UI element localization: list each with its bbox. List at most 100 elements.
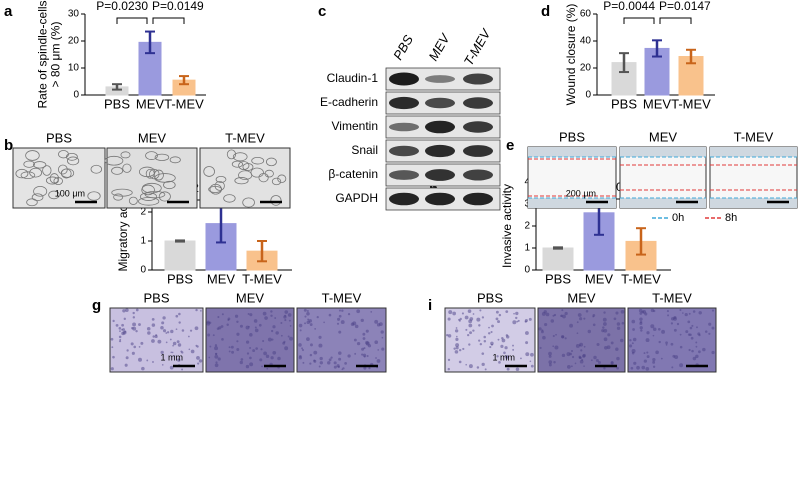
- stain-dot: [538, 327, 542, 331]
- stain-dot: [711, 309, 715, 312]
- blot-band: [463, 73, 493, 85]
- p-value: P=0.0147: [659, 0, 711, 13]
- stain-dot: [639, 317, 643, 321]
- stain-dot: [362, 332, 366, 336]
- stain-dot: [529, 360, 532, 363]
- image-label: MEV: [567, 290, 596, 305]
- stain-dot: [524, 319, 528, 323]
- stain-dot: [171, 351, 174, 354]
- stain-dot: [673, 328, 677, 332]
- stain-dot: [695, 354, 699, 359]
- stain-dot: [146, 326, 151, 331]
- stain-dot: [272, 350, 277, 355]
- stain-dot: [338, 351, 342, 355]
- stain-dot: [530, 364, 534, 368]
- stain-dot: [661, 329, 666, 334]
- cell: [45, 176, 59, 185]
- cell: [231, 160, 243, 168]
- cell: [60, 168, 75, 178]
- stain-dot: [151, 339, 155, 343]
- stain-dot: [282, 341, 286, 345]
- stain-dot: [175, 314, 179, 318]
- stain-dot: [679, 363, 684, 368]
- stain-dot: [363, 355, 366, 358]
- stain-dot: [361, 353, 364, 356]
- stain-dot: [491, 343, 493, 346]
- micrograph: [205, 307, 295, 373]
- stain-dot: [560, 314, 564, 318]
- stain-dot: [655, 350, 659, 355]
- y-axis-label: > 80 μm (%): [49, 22, 63, 88]
- stain-dot: [597, 360, 601, 364]
- cell: [145, 151, 158, 160]
- stain-dot: [691, 324, 694, 327]
- stain-dot: [666, 310, 669, 313]
- stain-dot: [280, 334, 283, 337]
- stain-dot: [645, 338, 650, 343]
- lane-label: PBS: [390, 32, 416, 62]
- stain-dot: [124, 363, 128, 367]
- stain-dot: [569, 323, 574, 328]
- cell: [48, 190, 60, 200]
- stain-dot: [583, 345, 586, 348]
- stain-dot: [318, 365, 321, 368]
- stain-dot: [643, 352, 646, 355]
- cell-layer: [620, 147, 706, 157]
- stain-dot: [472, 313, 475, 315]
- stain-dot: [354, 324, 359, 329]
- stain-dot: [455, 343, 460, 348]
- cell: [271, 177, 282, 186]
- stain-dot: [465, 328, 468, 331]
- error-bar: [145, 30, 155, 55]
- stain-dot: [298, 323, 303, 328]
- blot-band: [463, 192, 493, 206]
- stain-dot: [289, 325, 292, 327]
- stain-dot: [481, 362, 485, 367]
- protein-label: Vimentin: [332, 119, 378, 133]
- cell: [25, 150, 40, 161]
- stain-dot: [652, 327, 657, 332]
- stain-dot: [323, 321, 325, 324]
- stain-dot: [249, 313, 253, 317]
- stain-dot: [650, 324, 655, 329]
- stain-dot: [603, 322, 607, 326]
- stain-dot: [640, 329, 643, 332]
- panel-letter: b: [4, 137, 13, 154]
- stain-dot: [517, 319, 520, 322]
- x-tick-label: MEV: [207, 271, 236, 286]
- stain-dot: [452, 311, 457, 316]
- stain-dot: [481, 352, 485, 355]
- stain-dot: [374, 340, 379, 345]
- stain-dot: [689, 326, 693, 330]
- stain-dot: [665, 341, 668, 345]
- stain-dot: [197, 362, 200, 365]
- cell: [154, 173, 176, 183]
- cell: [23, 160, 35, 168]
- stain-dot: [577, 313, 582, 317]
- error-bar: [619, 52, 629, 74]
- stain-dot: [181, 329, 185, 332]
- stain-dot: [692, 356, 697, 361]
- stain-dot: [161, 363, 164, 366]
- stain-dot: [476, 366, 480, 369]
- stain-dot: [264, 316, 268, 320]
- stain-dot: [212, 334, 215, 337]
- stain-dot: [177, 358, 181, 362]
- stain-dot: [154, 335, 158, 339]
- stain-dot: [447, 367, 450, 371]
- stain-dot: [307, 318, 310, 321]
- stain-dot: [370, 311, 373, 313]
- stain-dot: [679, 309, 682, 312]
- cell: [20, 171, 36, 179]
- panel-letter: i: [428, 297, 432, 314]
- image-label: PBS: [143, 290, 169, 305]
- stain-dot: [309, 353, 313, 357]
- stain-dot: [472, 329, 475, 332]
- stain-dot: [284, 319, 287, 322]
- stain-dot: [593, 355, 597, 360]
- stain-dot: [374, 319, 379, 324]
- stain-dot: [306, 312, 310, 316]
- stain-dot: [498, 313, 502, 317]
- stain-dot: [328, 313, 332, 317]
- stain-dot: [178, 312, 181, 316]
